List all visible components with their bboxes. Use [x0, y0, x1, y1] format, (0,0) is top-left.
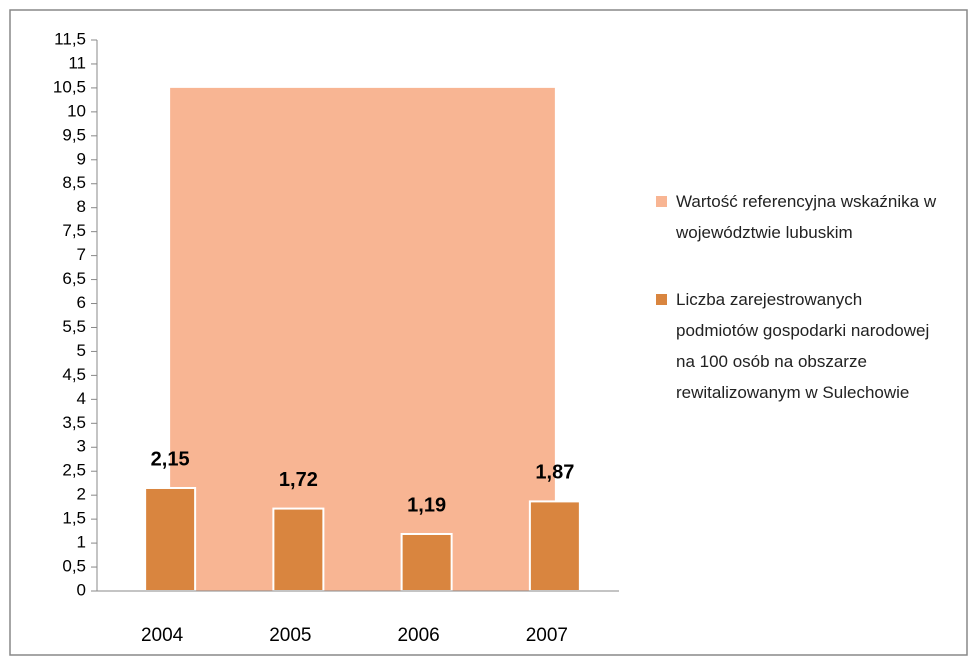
legend: Wartość referencyjna wskaźnika w wojewód…: [656, 186, 946, 444]
y-tick-label: 6,5: [62, 269, 86, 288]
y-tick-label: 3: [77, 437, 86, 456]
y-tick-label: 9,5: [62, 125, 86, 144]
y-tick-label: 1: [77, 533, 86, 552]
y-tick-label: 4,5: [62, 365, 86, 384]
x-tick-label: 2005: [269, 625, 311, 646]
y-tick-label: 4: [77, 389, 86, 408]
x-tick-label: 2007: [526, 625, 568, 646]
x-tick-label: 2006: [397, 625, 439, 646]
y-tick-label: 2: [77, 485, 86, 504]
y-tick-label: 10,5: [53, 77, 86, 96]
legend-swatch: [656, 294, 667, 305]
legend-entry: Wartość referencyjna wskaźnika w wojewód…: [656, 186, 946, 248]
y-tick-label: 6: [77, 293, 86, 312]
y-tick-label: 9: [77, 149, 86, 168]
bar: [528, 500, 581, 593]
y-tick-label: 7,5: [62, 221, 86, 240]
y-tick-label: 8: [77, 197, 86, 216]
y-tick-label: 3,5: [62, 413, 86, 432]
area: [170, 87, 555, 592]
data-label: 2,15: [151, 448, 190, 470]
bar: [144, 486, 197, 593]
legend-label: Wartość referencyjna wskaźnika w wojewód…: [676, 192, 937, 242]
y-tick-label: 7: [77, 245, 86, 264]
y-tick-label: 0,5: [62, 557, 86, 576]
y-tick-label: 2,5: [62, 461, 86, 480]
legend-label: Liczba zarejestrowanych podmiotów gospod…: [676, 290, 930, 402]
y-tick-label: 8,5: [62, 173, 86, 192]
y-tick-label: 5: [77, 341, 86, 360]
y-tick-label: 0: [77, 580, 86, 599]
y-tick-label: 10: [67, 101, 86, 120]
y-tick-label: 1,5: [62, 509, 86, 528]
data-label: 1,72: [279, 469, 318, 491]
bar: [272, 507, 325, 592]
y-tick-label: 11,5: [54, 29, 86, 48]
x-tick-label: 2004: [141, 625, 184, 646]
data-label: 1,87: [535, 462, 574, 484]
data-label: 1,19: [407, 494, 446, 516]
bar: [400, 532, 453, 592]
legend-entry: Liczba zarejestrowanych podmiotów gospod…: [656, 284, 946, 408]
legend-swatch: [656, 196, 667, 207]
y-tick-label: 11: [68, 53, 86, 72]
y-tick-label: 5,5: [62, 317, 86, 336]
